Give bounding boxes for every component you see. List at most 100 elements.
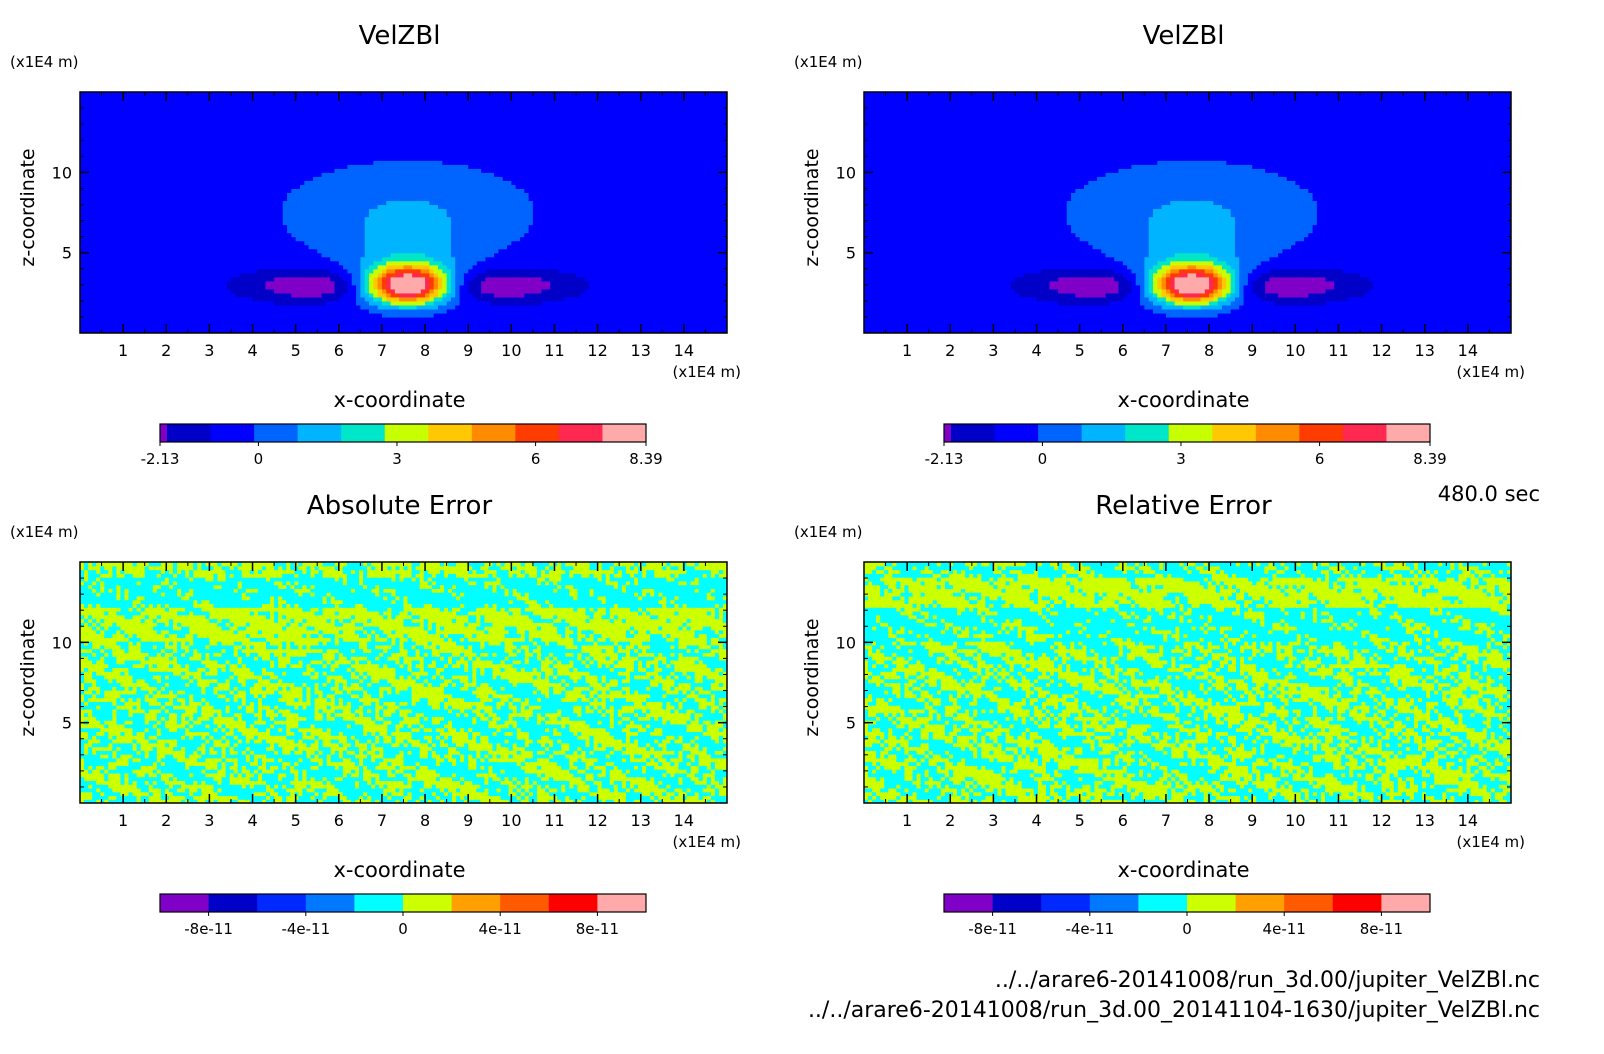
heatmap-cell: [601, 324, 607, 330]
heatmap-cell: [174, 216, 180, 222]
heatmap-cell: [705, 248, 711, 254]
heatmap-cell: [174, 232, 180, 238]
heatmap-cell: [519, 324, 525, 330]
heatmap-cell: [498, 324, 504, 330]
heatmap-cell: [627, 244, 633, 250]
heatmap-cell: [114, 276, 120, 282]
heatmap-cell: [576, 252, 581, 258]
heatmap-cell: [545, 328, 551, 333]
heatmap-cell: [571, 296, 577, 302]
heatmap-cell: [166, 216, 172, 222]
heatmap-cell: [325, 256, 331, 262]
heatmap-cell: [368, 200, 374, 206]
heatmap-cell: [446, 212, 452, 218]
heatmap-cell: [347, 220, 353, 226]
heatmap-cell: [403, 292, 409, 298]
heatmap-cell: [537, 208, 543, 214]
heatmap-cell: [593, 316, 599, 322]
heatmap-cell: [218, 324, 223, 330]
heatmap-cell: [321, 276, 327, 282]
heatmap-cell: [308, 328, 314, 333]
heatmap-cell: [347, 328, 353, 333]
heatmap-cell: [701, 276, 707, 282]
heatmap-cell: [576, 284, 581, 290]
heatmap-cell: [330, 284, 336, 290]
heatmap-cell: [446, 272, 452, 278]
heatmap-cell: [696, 248, 702, 254]
heatmap-cell: [248, 328, 254, 333]
heatmap-cell: [412, 312, 418, 318]
heatmap-cell: [701, 220, 707, 226]
heatmap-cell: [718, 272, 724, 278]
heatmap-cell: [183, 304, 189, 310]
heatmap-cell: [722, 324, 727, 330]
heatmap-cell: [131, 320, 137, 326]
heatmap-cell: [356, 248, 361, 254]
heatmap-cell: [614, 232, 620, 238]
heatmap-cell: [705, 288, 711, 294]
heatmap-cell: [80, 216, 85, 222]
heatmap-cell: [239, 244, 245, 250]
heatmap-cell: [696, 236, 702, 242]
heatmap-cell: [274, 240, 280, 246]
heatmap-cell: [269, 244, 275, 250]
heatmap-cell: [623, 200, 629, 206]
heatmap-cell: [610, 208, 616, 214]
heatmap-cell: [412, 248, 418, 254]
heatmap-cell: [321, 256, 327, 262]
heatmap-cell: [528, 312, 534, 318]
heatmap-cell: [459, 256, 465, 262]
heatmap-cell: [213, 200, 219, 206]
heatmap-cell: [481, 324, 487, 330]
heatmap-cell: [657, 248, 663, 254]
heatmap-cell: [282, 312, 288, 318]
heatmap-cell: [239, 240, 245, 246]
heatmap-cell: [360, 212, 366, 218]
heatmap-cell: [192, 328, 198, 333]
heatmap-cell: [662, 280, 668, 286]
heatmap-cell: [709, 224, 715, 230]
heatmap-cell: [88, 240, 94, 246]
heatmap-cell: [291, 236, 297, 242]
heatmap-cell: [485, 208, 491, 214]
heatmap-cell: [597, 216, 603, 222]
heatmap-cell: [394, 268, 400, 274]
heatmap-cell: [261, 300, 267, 306]
heatmap-cell: [386, 200, 392, 206]
heatmap-cell: [127, 260, 133, 266]
heatmap-cell: [187, 304, 193, 310]
heatmap-cell: [88, 268, 94, 274]
heatmap-cell: [123, 296, 129, 302]
heatmap-cell: [459, 292, 465, 298]
heatmap-cell: [498, 320, 504, 326]
heatmap-cell: [722, 244, 727, 250]
heatmap-cell: [468, 268, 474, 274]
heatmap-cell: [269, 312, 275, 318]
heatmap-cell: [92, 196, 98, 202]
heatmap-cell: [131, 308, 137, 314]
heatmap-cell: [131, 292, 137, 298]
heatmap-cell: [657, 216, 663, 222]
heatmap-cell: [274, 232, 280, 238]
heatmap-cell: [114, 256, 120, 262]
heatmap-cell: [386, 312, 392, 318]
heatmap-cell: [476, 204, 482, 210]
heatmap-cell: [183, 276, 189, 282]
heatmap-cell: [403, 272, 409, 278]
heatmap-cell: [429, 320, 435, 326]
heatmap-cell: [209, 312, 215, 318]
heatmap-cell: [161, 320, 167, 326]
heatmap-cell: [606, 320, 612, 326]
heatmap-cell: [601, 296, 607, 302]
heatmap-cell: [88, 316, 94, 322]
heatmap-cell: [347, 324, 353, 330]
heatmap-cell: [80, 288, 85, 294]
heatmap-cell: [679, 288, 685, 294]
heatmap-cell: [390, 288, 396, 294]
heatmap-cell: [696, 216, 702, 222]
heatmap-cell: [192, 284, 198, 290]
heatmap-cell: [97, 232, 103, 238]
heatmap-cell: [97, 268, 103, 274]
heatmap-cell: [563, 200, 569, 206]
heatmap-cell: [420, 284, 426, 290]
